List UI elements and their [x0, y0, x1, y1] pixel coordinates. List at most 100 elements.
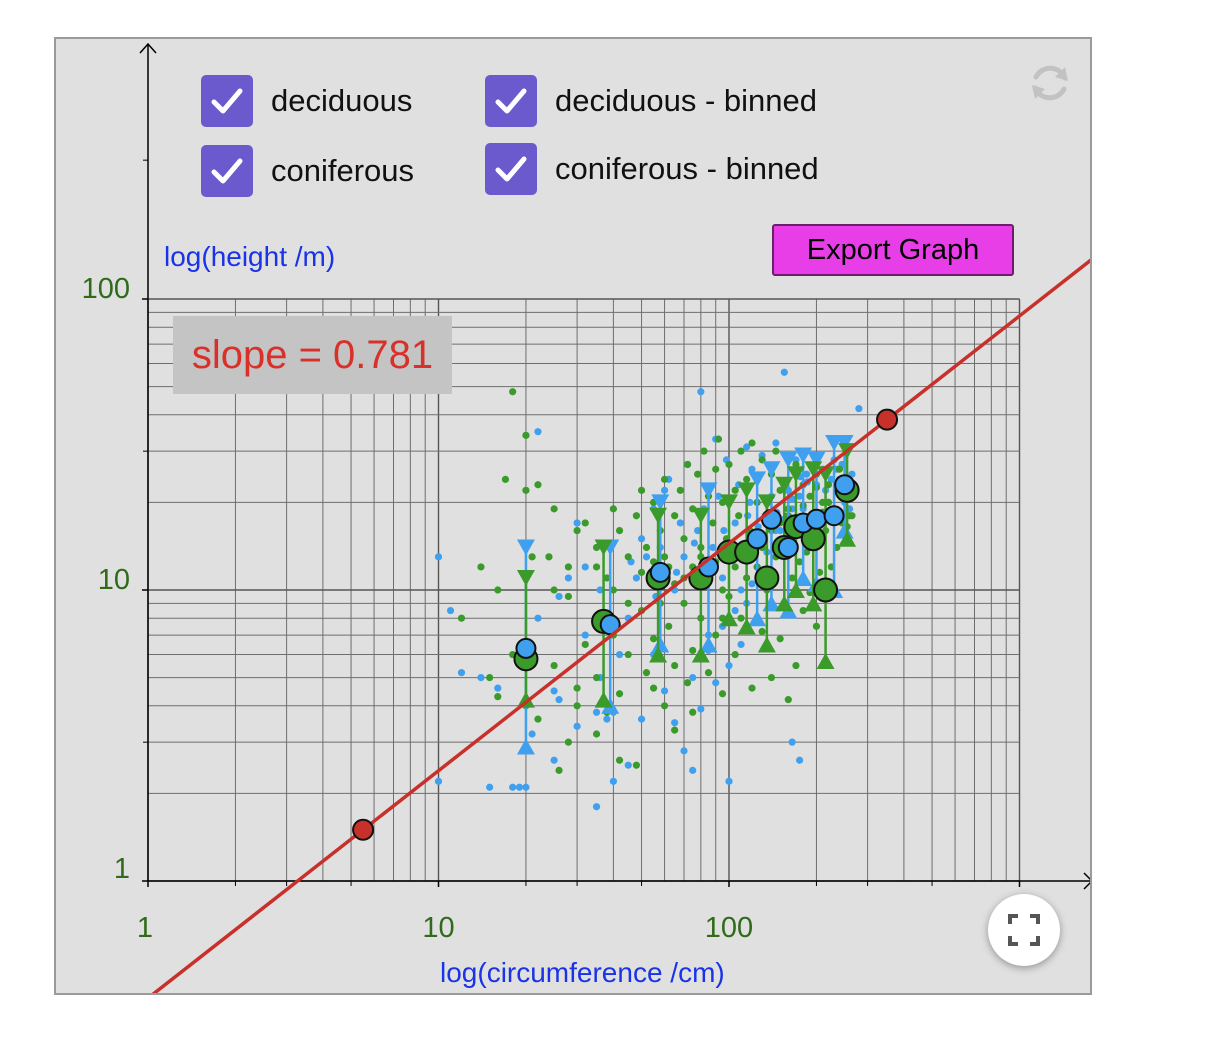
- fit-line-handle[interactable]: [876, 408, 899, 431]
- deciduous-point: [806, 492, 814, 500]
- slope-readout: slope = 0.781: [173, 316, 452, 394]
- coniferous-bin-lower-marker: [651, 636, 670, 653]
- plot-area[interactable]: 1101001000110100: [56, 39, 1092, 995]
- y-axis-label: log(height /m): [164, 241, 336, 272]
- deciduous-point: [592, 563, 601, 571]
- x-tick-label: 1: [137, 912, 153, 944]
- coniferous-point: [550, 756, 558, 764]
- deciduous-point: [700, 447, 708, 455]
- coniferous-point: [680, 747, 688, 755]
- deciduous-bin-lower-marker: [804, 595, 823, 612]
- deciduous-point: [772, 447, 780, 455]
- fullscreen-icon: [1008, 914, 1040, 946]
- checkbox-check-icon[interactable]: [485, 143, 537, 195]
- coniferous-point: [534, 428, 542, 436]
- checkbox-check-icon[interactable]: [201, 75, 253, 127]
- coniferous-point: [737, 586, 745, 594]
- deciduous-point: [573, 684, 581, 692]
- coniferous-bin-upper-marker: [794, 447, 813, 464]
- coniferous-point: [690, 539, 698, 547]
- fit-line-handle[interactable]: [352, 818, 375, 841]
- deciduous-point: [671, 512, 679, 520]
- coniferous-point: [534, 614, 542, 622]
- deciduous-bin-lower-marker: [691, 646, 710, 663]
- deciduous-point: [689, 646, 697, 655]
- checkbox-coniferous-binned[interactable]: coniferous - binned: [485, 143, 819, 195]
- deciduous-bin-lower-marker: [838, 530, 857, 547]
- coniferous-point: [446, 606, 455, 615]
- coniferous-point: [581, 631, 589, 639]
- x-tick-label: 10: [422, 912, 454, 944]
- deciduous-point: [799, 606, 807, 615]
- coniferous-bin-mean: [823, 505, 845, 527]
- deciduous-point: [564, 563, 572, 571]
- coniferous-bin-mean: [777, 536, 799, 558]
- deciduous-point: [815, 568, 824, 576]
- deciduous-point: [776, 635, 784, 643]
- y-tick-label: 10: [98, 564, 130, 596]
- coniferous-bin-upper-marker: [807, 451, 826, 468]
- export-graph-button[interactable]: Export Graph: [772, 224, 1014, 276]
- deciduous-bin-lower-marker: [649, 646, 668, 663]
- checkbox-deciduous[interactable]: deciduous: [201, 75, 412, 127]
- coniferous-bin-mean: [515, 637, 537, 659]
- deciduous-point: [660, 553, 669, 561]
- deciduous-point: [494, 586, 502, 594]
- checkbox-label: coniferous - binned: [555, 151, 819, 186]
- coniferous-bin-lower-marker: [699, 636, 718, 653]
- coniferous-point: [780, 368, 788, 376]
- coniferous-point: [660, 486, 669, 494]
- deciduous-point: [550, 661, 558, 670]
- coniferous-point: [671, 719, 679, 727]
- checkbox-check-icon[interactable]: [485, 75, 537, 127]
- deciduous-point: [550, 505, 558, 513]
- deciduous-point: [676, 486, 684, 494]
- deciduous-point: [494, 693, 502, 701]
- deciduous-bin-upper-marker: [649, 507, 668, 524]
- deciduous-point: [714, 435, 723, 443]
- deciduous-bin-upper-marker: [720, 494, 738, 511]
- deciduous-point: [731, 650, 739, 659]
- coniferous-point: [718, 574, 727, 582]
- deciduous-point: [671, 726, 679, 734]
- graph-panel: 1101001000110100 log(height /m) log(circ…: [54, 37, 1092, 995]
- deciduous-point: [509, 388, 517, 396]
- coniferous-point: [712, 679, 720, 687]
- checkbox-check-icon[interactable]: [201, 145, 253, 197]
- deciduous-bin-upper-marker: [757, 494, 776, 511]
- coniferous-point: [731, 606, 739, 615]
- deciduous-point: [564, 738, 572, 746]
- coniferous-point: [714, 492, 723, 500]
- coniferous-point: [515, 783, 524, 791]
- deciduous-bin-mean: [754, 565, 780, 591]
- y-axis-arrow: [139, 42, 157, 54]
- deciduous-point: [683, 460, 692, 469]
- deciduous-point: [712, 631, 720, 639]
- fullscreen-button[interactable]: [988, 894, 1060, 966]
- coniferous-bin-lower-marker: [748, 610, 767, 627]
- coniferous-bin-mean: [746, 528, 768, 550]
- coniferous-point: [642, 553, 651, 561]
- deciduous-bin-upper-marker: [804, 461, 823, 478]
- coniferous-bin-upper-marker: [651, 494, 670, 511]
- deciduous-point: [564, 592, 572, 601]
- coniferous-point: [596, 586, 604, 594]
- deciduous-bin-upper-marker: [775, 476, 794, 493]
- checkbox-coniferous[interactable]: coniferous: [201, 145, 414, 197]
- deciduous-point: [573, 702, 581, 710]
- deciduous-point: [609, 505, 617, 513]
- refresh-icon[interactable]: [1026, 59, 1074, 107]
- coniferous-point: [725, 777, 733, 785]
- deciduous-point: [637, 486, 646, 494]
- deciduous-bin-upper-marker: [594, 539, 613, 556]
- deciduous-point: [642, 669, 651, 677]
- deciduous-point: [660, 475, 669, 483]
- deciduous-point: [743, 475, 751, 483]
- deciduous-point: [748, 439, 756, 447]
- deciduous-point: [581, 640, 589, 649]
- deciduous-point: [735, 512, 743, 520]
- deciduous-point: [737, 447, 745, 455]
- coniferous-point: [509, 783, 517, 791]
- checkbox-deciduous-binned[interactable]: deciduous - binned: [485, 75, 817, 127]
- coniferous-bin-upper-marker: [779, 451, 798, 468]
